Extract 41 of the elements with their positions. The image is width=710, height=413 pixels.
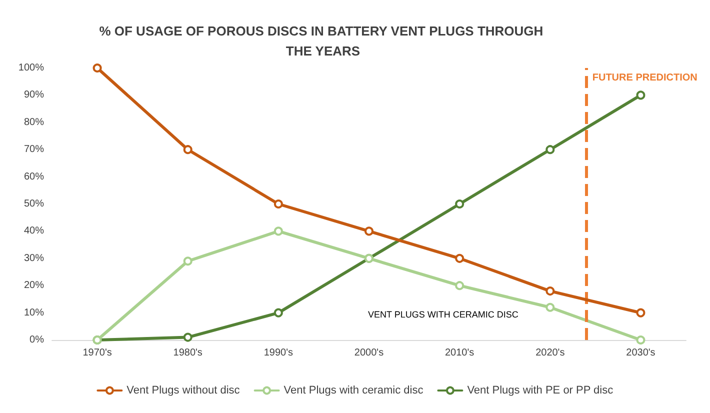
y-tick-label: 70% [24,144,44,156]
x-tick-label: 2030's [626,348,656,358]
y-tick-label: 40% [24,226,44,237]
x-tick-label: 2010's [444,348,474,358]
y-tick-label: 30% [24,252,44,264]
x-tick-label: 2000's [354,348,384,358]
point [546,286,555,296]
x-tick-label: 1990's [264,348,294,358]
point [364,226,374,236]
point [546,302,555,312]
point [455,281,464,290]
point [183,256,192,266]
x-tick-label: 1970's [82,348,112,358]
point [636,90,646,100]
y-tick-label: 0% [30,334,44,346]
y-tick-label: 50% [24,198,44,210]
y-tick-label: 80% [24,116,44,128]
x-tick-label: 1980's [173,348,202,358]
y-tick-label: 20% [24,280,44,292]
y-tick-label: 100% [18,62,44,74]
point [546,145,555,154]
legend-label: Vent Plugs with PE or PP disc [467,384,614,396]
y-tick-label: 10% [24,307,44,318]
point [92,64,102,72]
legend-label: Vent Plugs without disc [126,384,240,396]
point [183,145,192,154]
y-tick-label: 60% [24,171,44,182]
annotation: VENT PLUGS WITH CERAMIC DISC [368,310,519,320]
point [636,308,646,318]
point [183,332,192,342]
point [274,226,283,236]
point [455,254,464,263]
y-tick-label: 90% [24,90,44,101]
point [636,336,646,344]
point [274,308,283,318]
point [274,200,283,208]
x-tick-label: 2020's [536,348,565,358]
point [455,200,464,208]
chart-title: % OF USAGE OF POROUS DISCS IN BATTERY VENT PLUGS THROUGH THE YEARS [99,24,547,58]
ref-line-label: FUTURE PREDICTION [592,72,698,84]
legend-label: Vent Plugs with ceramic disc [284,384,424,396]
